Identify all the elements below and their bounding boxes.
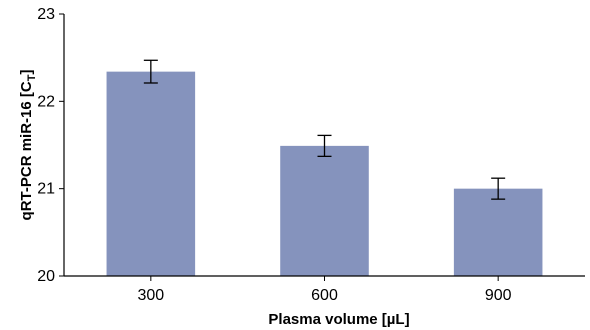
x-tick-labels: 300 600 900 [137,287,511,304]
x-tick-label-600: 600 [311,287,338,304]
y-tick-label-22: 22 [37,93,55,110]
error-bars-group [143,59,506,200]
y-axis-title-main: qRT-PCR miR-16 [C [18,81,35,220]
y-tick-labels: 20 21 22 23 [37,6,55,285]
x-tick-label-300: 300 [137,287,164,304]
y-tick-label-21: 21 [37,181,55,198]
bars-group [106,71,543,276]
bar-600 [280,145,369,276]
bar-900 [453,188,543,276]
y-axis-title: qRT-PCR miR-16 [CT] [18,70,38,221]
x-tick-label-900: 900 [485,287,512,304]
x-axis-title: Plasma volume [µL] [268,311,409,328]
y-axis-title-suffix: ] [18,70,35,75]
y-tick-label-20: 20 [37,268,55,285]
axes-group [59,13,585,281]
y-axis-title-subscript: T [26,74,38,81]
bar-300 [106,71,196,276]
y-tick-label-23: 23 [37,6,55,23]
